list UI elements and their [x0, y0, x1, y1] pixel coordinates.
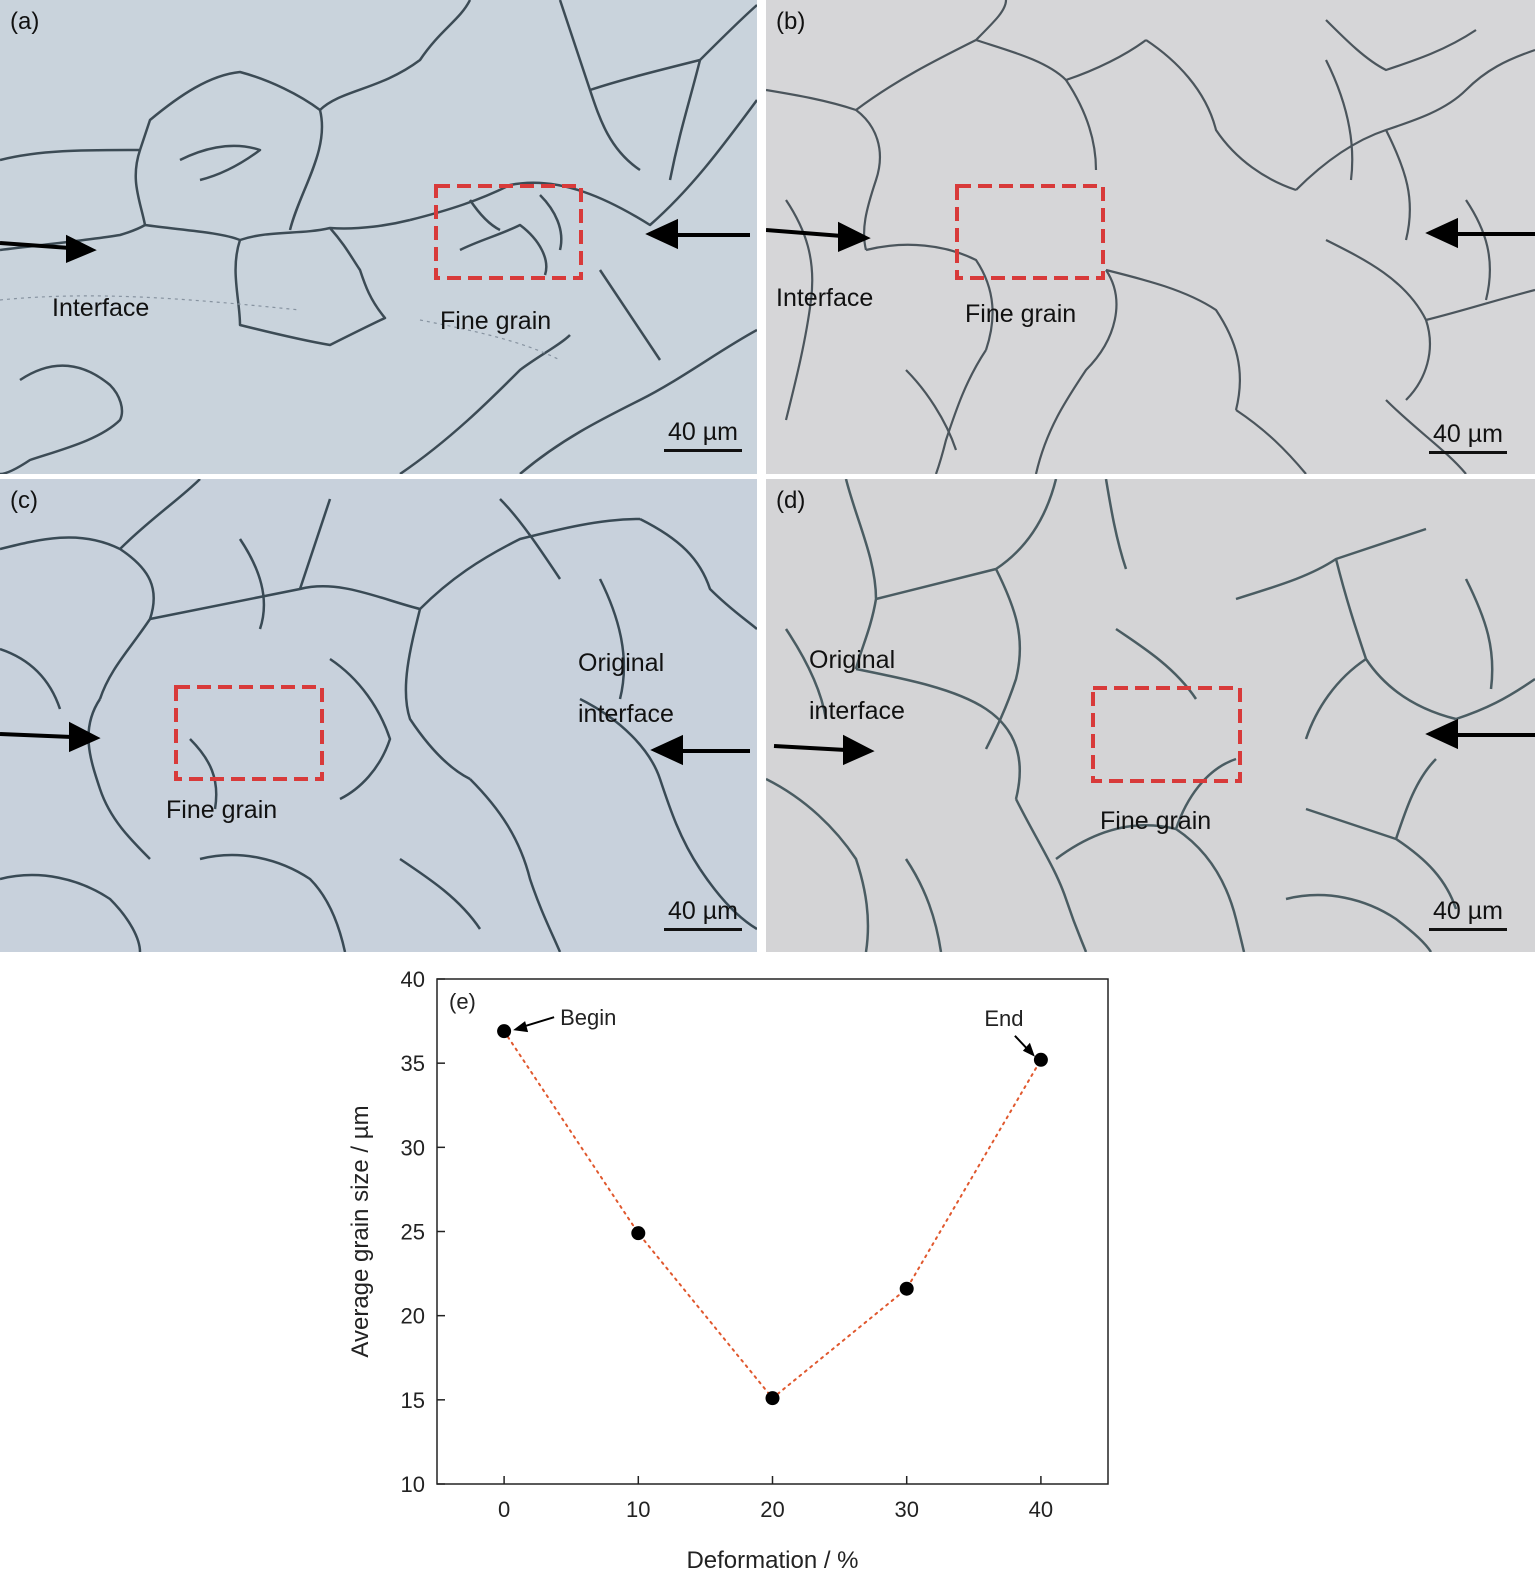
original-interface-label-d: Original interface: [809, 646, 905, 725]
scale-bar-a: 40 µm: [664, 418, 742, 452]
micrograph-image-b: [766, 0, 1535, 474]
interface-arrows-d: [773, 718, 1535, 766]
fine-grain-box-b: [955, 184, 1105, 280]
micrograph-panel-d: (d) Original interface Fine grain 40 µm: [766, 479, 1535, 952]
y-axis-label: Average grain size / µm: [347, 1105, 374, 1357]
fine-grain-label-c: Fine grain: [166, 796, 278, 824]
y-tick-label: 30: [401, 1135, 425, 1160]
original-interface-label-c: Original interface: [578, 649, 674, 728]
data-point: [765, 1391, 780, 1406]
micrograph-image-d: [766, 479, 1535, 952]
begin-annotation: Begin: [560, 1005, 616, 1030]
fine-grain-label-b: Fine grain: [965, 300, 1077, 328]
micrograph-panel-b: (b) Interface Fine grain 40 µm: [766, 0, 1535, 474]
y-tick-label: 40: [401, 967, 425, 992]
interface-arrows-c: [0, 721, 750, 766]
x-tick-label: 10: [626, 1497, 650, 1522]
panel-label-a: (a): [10, 8, 40, 35]
fine-grain-box-c: [174, 685, 324, 781]
micrograph-image-a: [0, 0, 757, 474]
interface-arrows-a: [0, 218, 750, 263]
micrograph-panel-c: (c) Original interface Fine grain 40 µm: [0, 479, 757, 952]
y-tick-label: 15: [401, 1388, 425, 1413]
panel-label-d: (d): [776, 487, 806, 514]
trend-line: [503, 1030, 1042, 1400]
x-tick-label: 40: [1029, 1497, 1053, 1522]
interface-arrows-b: [766, 217, 1535, 253]
grain-size-chart-panel: 0 10 20 30 40 10 15 20 25 30 35 40 (e) Deformation / …: [0, 955, 1535, 1576]
scale-bar-d: 40 µm: [1429, 897, 1507, 931]
scale-bar-c: 40 µm: [664, 897, 742, 931]
y-tick-label: 35: [401, 1051, 425, 1076]
y-tick-label: 25: [401, 1220, 425, 1245]
data-point: [631, 1226, 646, 1241]
data-point: [899, 1281, 914, 1296]
fine-grain-box-a: [434, 184, 583, 280]
interface-label-b: Interface: [776, 284, 874, 312]
scale-bar-label-d: 40 µm: [1433, 897, 1503, 925]
grain-size-chart: 0 10 20 30 40 10 15 20 25 30 35 40 (e) Deformation / …: [347, 967, 1109, 1574]
scale-bar-label-b: 40 µm: [1433, 420, 1503, 448]
scale-bar-label-c: 40 µm: [668, 897, 738, 925]
y-tick-label: 20: [401, 1304, 425, 1329]
fine-grain-label-a: Fine grain: [440, 307, 552, 335]
x-tick-label: 30: [894, 1497, 918, 1522]
y-tick-label: 10: [401, 1472, 425, 1497]
micrograph-image-c: [0, 479, 757, 952]
scale-bar-b: 40 µm: [1429, 420, 1507, 454]
scale-bar-label-a: 40 µm: [668, 418, 738, 446]
interface-label-a: Interface: [52, 294, 150, 322]
micrograph-panel-a: (a) Interface Fine grain 40 µm: [0, 0, 757, 474]
begin-arrowhead: [513, 1021, 529, 1033]
data-point: [497, 1024, 512, 1039]
panel-label-c: (c): [10, 487, 38, 514]
end-arrowhead: [1022, 1042, 1035, 1057]
fine-grain-label-d: Fine grain: [1100, 807, 1212, 835]
data-point: [1033, 1052, 1048, 1067]
end-annotation: End: [984, 1006, 1023, 1031]
plot-frame: [436, 978, 1109, 1485]
chart-panel-label: (e): [449, 989, 476, 1014]
fine-grain-box-d: [1091, 686, 1242, 783]
x-tick-label: 0: [498, 1497, 510, 1522]
x-axis-label: Deformation / %: [686, 1547, 858, 1574]
x-tick-label: 20: [760, 1497, 784, 1522]
panel-label-b: (b): [776, 8, 806, 35]
